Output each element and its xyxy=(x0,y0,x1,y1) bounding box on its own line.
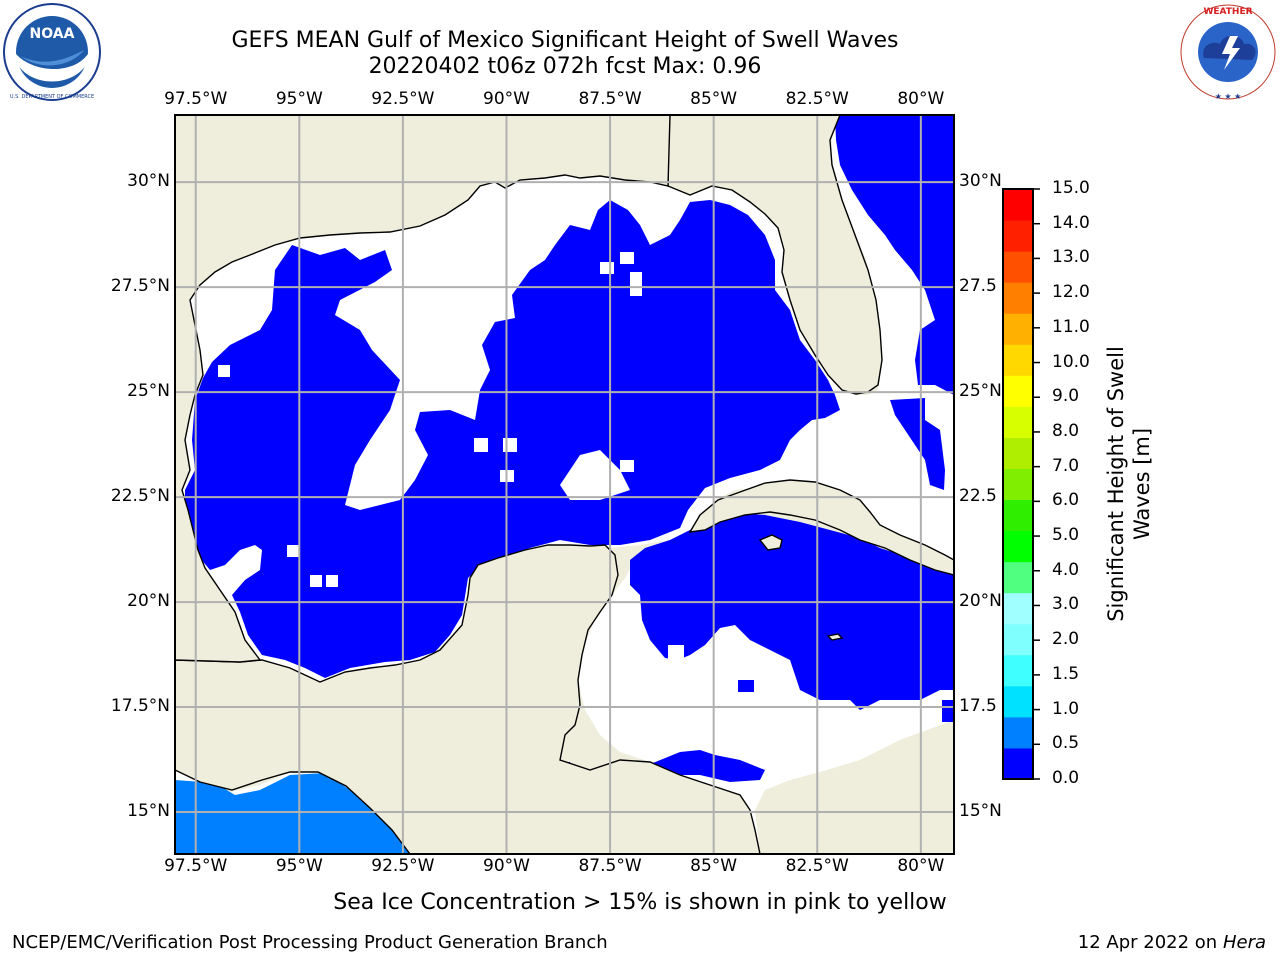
svg-text:WEATHER: WEATHER xyxy=(1203,7,1252,17)
colorbar-tick-label: 14.0 xyxy=(1052,212,1090,233)
lon-tick-label-bottom: 87.5°W xyxy=(578,856,642,876)
credit-date: 12 Apr 2022 on Hera xyxy=(1077,932,1266,953)
chart-title: GEFS MEAN Gulf of Mexico Significant Hei… xyxy=(231,28,899,53)
colorbar-tick-label: 10.0 xyxy=(1052,351,1090,372)
colorbar-tick-label: 0.5 xyxy=(1052,733,1080,754)
lat-tick-label-right: 22.5 xyxy=(959,486,997,507)
colorbar-segment xyxy=(1003,468,1033,501)
colorbar-tick-label: 13.0 xyxy=(1052,247,1090,268)
colorbar-segment xyxy=(1003,592,1033,625)
lat-tick-label-right: 30°N xyxy=(959,171,1002,192)
lon-tick-label-bottom: 90°W xyxy=(483,856,530,876)
nws-logo: WEATHER ★ ★ ★ xyxy=(1180,4,1276,101)
colorbar-tick-label: 3.0 xyxy=(1052,594,1080,615)
colorbar-segment xyxy=(1003,344,1033,376)
lat-tick-label-left: 20°N xyxy=(127,591,170,612)
chart-subtitle: 20220402 t06z 072h fcst Max: 0.96 xyxy=(368,54,762,79)
colorbar-segment xyxy=(1003,561,1033,594)
colorbar-segment xyxy=(1003,375,1033,407)
colorbar xyxy=(1002,188,1040,780)
lat-tick-label-left: 22.5°N xyxy=(110,486,170,507)
colorbar-tick-label: 15.0 xyxy=(1052,178,1090,198)
colorbar-segment xyxy=(1003,530,1033,563)
us-mexico-land xyxy=(175,115,671,663)
lat-tick-label-right: 17.5 xyxy=(959,696,997,717)
lon-tick-label-top: 80°W xyxy=(897,89,945,109)
lon-tick-label-bottom: 97.5°W xyxy=(164,856,228,876)
colorbar-tick-label: 2.0 xyxy=(1052,629,1080,650)
colorbar-segment xyxy=(1003,499,1033,532)
svg-text:U.S. DEPARTMENT OF COMMERCE: U.S. DEPARTMENT OF COMMERCE xyxy=(10,94,94,100)
lat-tick-label-left: 27.5°N xyxy=(110,276,170,297)
colorbar-segment xyxy=(1003,623,1033,656)
lon-tick-label-top: 95°W xyxy=(275,89,323,109)
colorbar-tick-label: 6.0 xyxy=(1052,490,1080,511)
colorbar-tick-label: 5.0 xyxy=(1052,525,1080,546)
lat-tick-label-right: 27.5 xyxy=(959,276,997,297)
colorbar-tick-label: 12.0 xyxy=(1052,282,1090,303)
lat-tick-label-right: 25°N xyxy=(959,381,1002,402)
colorbar-segment xyxy=(1003,716,1033,749)
colorbar-tick-label: 7.0 xyxy=(1052,455,1080,476)
map-frame xyxy=(174,114,955,855)
colorbar-tick-label: 4.0 xyxy=(1052,559,1080,580)
colorbar-segment xyxy=(1003,313,1033,345)
lon-tick-label-bottom: 92.5°W xyxy=(371,856,435,876)
colorbar-tick-label: 11.0 xyxy=(1052,316,1090,337)
lon-tick-label-top: 82.5°W xyxy=(785,89,849,109)
lon-tick-label-top: 90°W xyxy=(483,89,530,109)
colorbar-segment xyxy=(1003,747,1033,780)
colorbar-tick-label: 8.0 xyxy=(1052,420,1080,441)
map-gridlines xyxy=(175,115,954,854)
colorbar-segment xyxy=(1003,437,1033,469)
lon-tick-label-bottom: 85°W xyxy=(690,856,738,876)
lon-tick-label-bottom: 80°W xyxy=(897,856,945,876)
lon-tick-label-bottom: 82.5°W xyxy=(785,856,849,876)
colorbar-tick-label: 0.0 xyxy=(1052,768,1080,788)
colorbar-tick-label: 9.0 xyxy=(1052,386,1080,407)
lon-tick-label-bottom: 95°W xyxy=(275,856,323,876)
lon-tick-label-top: 87.5°W xyxy=(578,89,642,109)
lat-tick-label-left: 25°N xyxy=(127,381,170,402)
lat-tick-label-left: 30°N xyxy=(127,171,170,192)
colorbar-segment xyxy=(1003,654,1033,687)
colorbar-segment xyxy=(1003,685,1033,718)
svg-text:NOAA: NOAA xyxy=(30,26,75,42)
coastlines xyxy=(175,115,954,854)
lon-tick-label-top: 92.5°W xyxy=(371,89,435,109)
colorbar-tick-label: 1.5 xyxy=(1052,663,1080,684)
colorbar-segment xyxy=(1003,406,1033,438)
colorbar-segment xyxy=(1003,282,1033,314)
svg-text:★ ★ ★: ★ ★ ★ xyxy=(1215,92,1242,101)
colorbar-tick-label: 1.0 xyxy=(1052,698,1080,719)
sea-ice-note: Sea Ice Concentration > 15% is shown in … xyxy=(333,890,947,915)
credit-branch: NCEP/EMC/Verification Post Processing Pr… xyxy=(12,932,608,953)
lat-tick-label-left: 15°N xyxy=(127,801,170,821)
lon-tick-label-top: 97.5°W xyxy=(164,89,228,109)
lat-tick-label-right: 20°N xyxy=(959,591,1002,612)
colorbar-segment xyxy=(1003,220,1033,252)
pacific-swell-band xyxy=(175,773,420,854)
lon-tick-label-top: 85°W xyxy=(690,89,738,109)
colorbar-segment xyxy=(1003,189,1033,221)
colorbar-segment xyxy=(1003,251,1033,283)
lat-tick-label-left: 17.5°N xyxy=(110,696,170,717)
noaa-logo: NOAA U.S. DEPARTMENT OF COMMERCE xyxy=(3,3,101,101)
lat-tick-label-right: 15°N xyxy=(959,801,1002,821)
